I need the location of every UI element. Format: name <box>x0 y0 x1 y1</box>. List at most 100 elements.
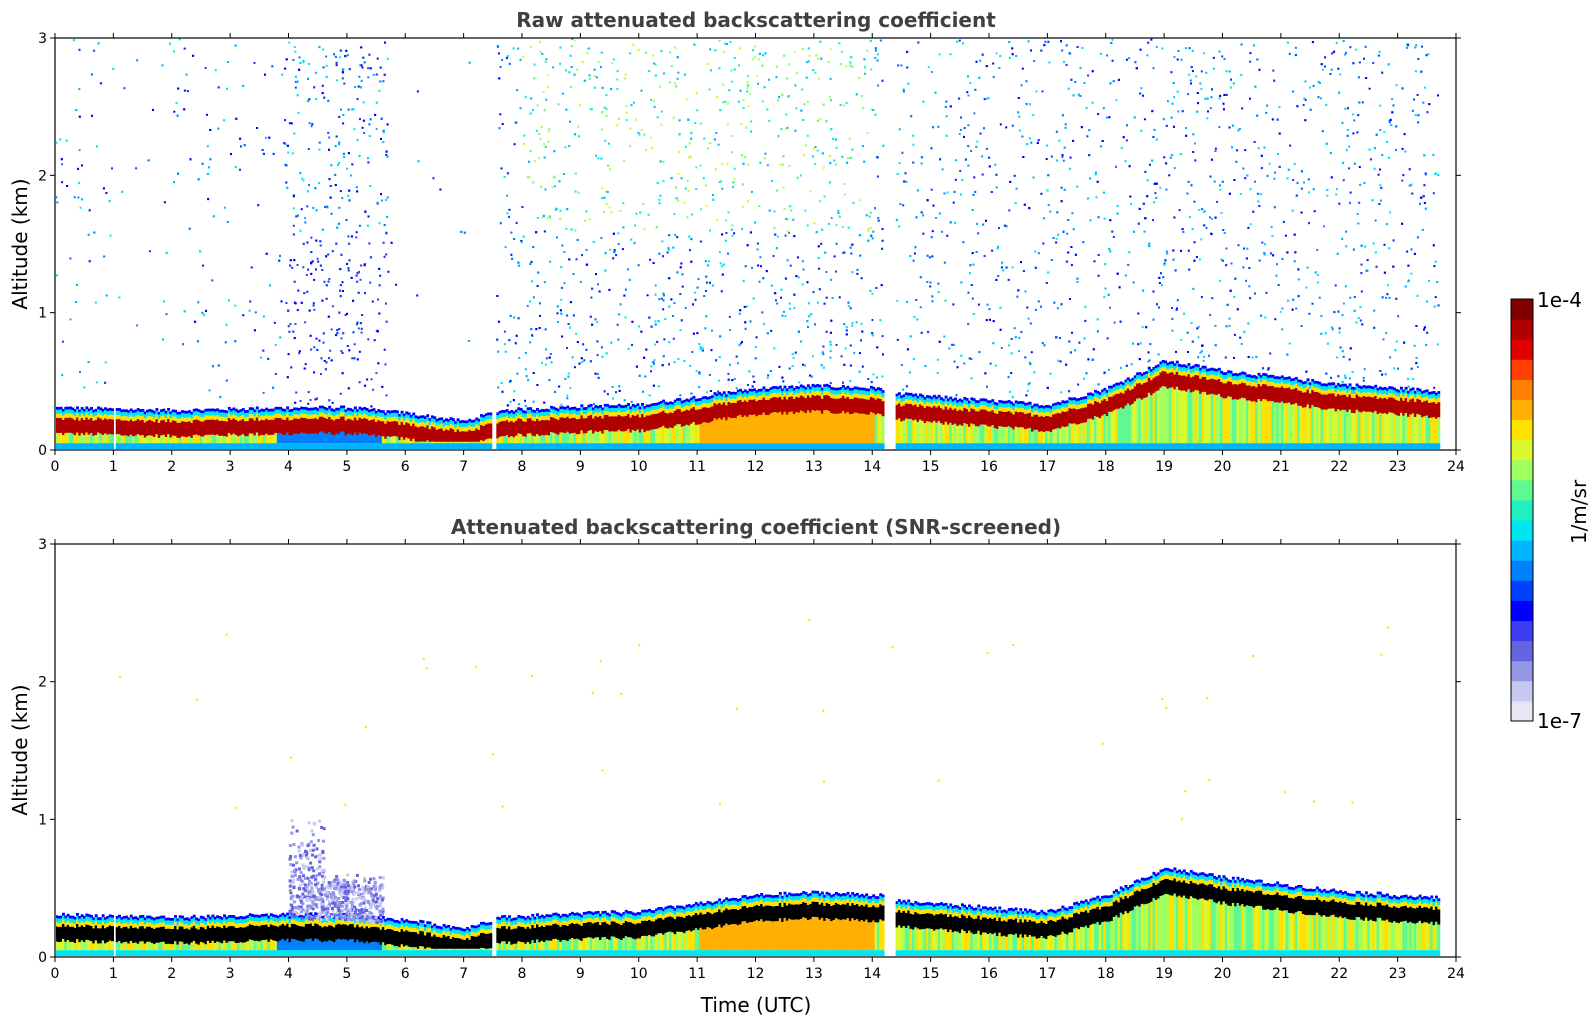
heatmap-column <box>288 409 292 449</box>
heatmap-cell <box>764 443 768 449</box>
heatmap-column <box>1091 393 1095 449</box>
noise-pixel <box>640 129 643 132</box>
heatmap-cell <box>218 416 222 421</box>
noise-pixel <box>363 132 366 134</box>
heatmap-cell <box>449 443 453 449</box>
heatmap-cell <box>533 443 537 449</box>
heatmap-cell <box>1227 381 1231 397</box>
heatmap-column <box>1269 374 1273 449</box>
heatmap-cell <box>1133 443 1137 449</box>
noise-pixel <box>506 194 508 197</box>
heatmap-cell <box>80 418 84 434</box>
heatmap-cell <box>575 408 579 411</box>
heatmap-cell <box>1381 443 1385 449</box>
heatmap-cell <box>1194 370 1198 375</box>
heatmap-cell <box>1269 385 1273 401</box>
heatmap-cell <box>1096 393 1100 398</box>
heatmap-cell <box>1042 416 1046 433</box>
heatmap-column <box>727 391 731 449</box>
heatmap-cell <box>774 412 778 444</box>
heatmap-cell <box>701 399 705 404</box>
heatmap-cell <box>1133 401 1137 444</box>
heatmap-cell <box>120 435 124 444</box>
noise-pixel <box>328 278 331 280</box>
heatmap-cell <box>412 412 416 416</box>
heatmap-column <box>1346 385 1350 449</box>
heatmap-cell <box>559 443 563 449</box>
heatmap-cell <box>1257 372 1261 376</box>
heatmap-cell <box>958 443 962 449</box>
heatmap-cell <box>171 416 175 421</box>
heatmap-cell <box>295 407 299 411</box>
noise-pixel <box>986 303 989 306</box>
heatmap-column <box>346 407 350 449</box>
heatmap-cell <box>1388 386 1392 389</box>
heatmap-cell <box>1161 443 1165 449</box>
heatmap-column <box>1028 401 1032 449</box>
heatmap-cell <box>533 436 537 444</box>
heatmap-cell <box>986 407 990 412</box>
noise-pixel <box>1141 326 1144 329</box>
heatmap-cell <box>1259 375 1263 378</box>
heatmap-cell <box>1049 416 1053 433</box>
heatmap-cell <box>1278 443 1282 449</box>
heatmap-column <box>571 407 574 449</box>
heatmap-cell <box>1320 394 1324 410</box>
heatmap-cell <box>300 409 304 414</box>
heatmap-cell <box>1003 403 1006 408</box>
heatmap-cell <box>62 435 65 444</box>
heatmap-cell <box>671 412 675 429</box>
noise-pixel <box>804 209 807 212</box>
heatmap-cell <box>1241 443 1245 449</box>
heatmap-cell <box>606 443 609 449</box>
heatmap-cell <box>909 392 913 396</box>
heatmap-cell <box>461 443 465 449</box>
noise-pixel <box>1379 184 1382 187</box>
heatmap-cell <box>1290 443 1294 449</box>
heatmap-cell <box>1084 443 1088 449</box>
heatmap-cell <box>1332 385 1336 390</box>
heatmap-cell <box>1339 384 1343 388</box>
heatmap-cell <box>293 443 297 449</box>
heatmap-cell <box>1273 376 1277 380</box>
heatmap-column <box>1103 387 1107 449</box>
heatmap-cell <box>571 413 574 418</box>
heatmap-cell <box>550 431 553 444</box>
heatmap-cell <box>1311 378 1315 382</box>
heatmap-cell <box>1264 384 1268 400</box>
heatmap-column <box>937 394 941 449</box>
heatmap-cell <box>97 413 100 418</box>
heatmap-cell <box>1129 381 1133 387</box>
heatmap-cell <box>104 410 107 415</box>
noise-pixel <box>877 84 880 87</box>
heatmap-column <box>421 415 425 449</box>
heatmap-cell <box>932 443 936 449</box>
heatmap-cell <box>1028 412 1032 428</box>
heatmap-column <box>685 398 689 449</box>
heatmap-column <box>1182 364 1186 449</box>
heatmap-column <box>874 388 878 449</box>
heatmap-cell <box>552 406 556 410</box>
heatmap-cell <box>1346 396 1350 412</box>
heatmap-cell <box>678 424 682 444</box>
heatmap-cell <box>1035 410 1039 415</box>
heatmap-cell <box>69 406 72 410</box>
noise-pixel <box>1335 193 1338 196</box>
heatmap-cell <box>59 417 63 433</box>
heatmap-cell <box>512 418 516 423</box>
heatmap-cell <box>71 443 75 449</box>
noise-pixel <box>760 265 762 268</box>
heatmap-cell <box>461 420 465 423</box>
heatmap-cell <box>846 443 850 449</box>
heatmap-cell <box>953 443 957 449</box>
heatmap-cell <box>529 414 532 419</box>
heatmap-column <box>942 398 946 449</box>
heatmap-cell <box>1021 443 1025 449</box>
heatmap-cell <box>1353 413 1357 444</box>
heatmap-cell <box>1054 405 1058 410</box>
heatmap-cell <box>204 434 208 444</box>
heatmap-cell <box>543 412 546 417</box>
noise-pixel <box>1103 191 1105 194</box>
heatmap-cell <box>741 443 745 449</box>
heatmap-column <box>914 393 918 449</box>
